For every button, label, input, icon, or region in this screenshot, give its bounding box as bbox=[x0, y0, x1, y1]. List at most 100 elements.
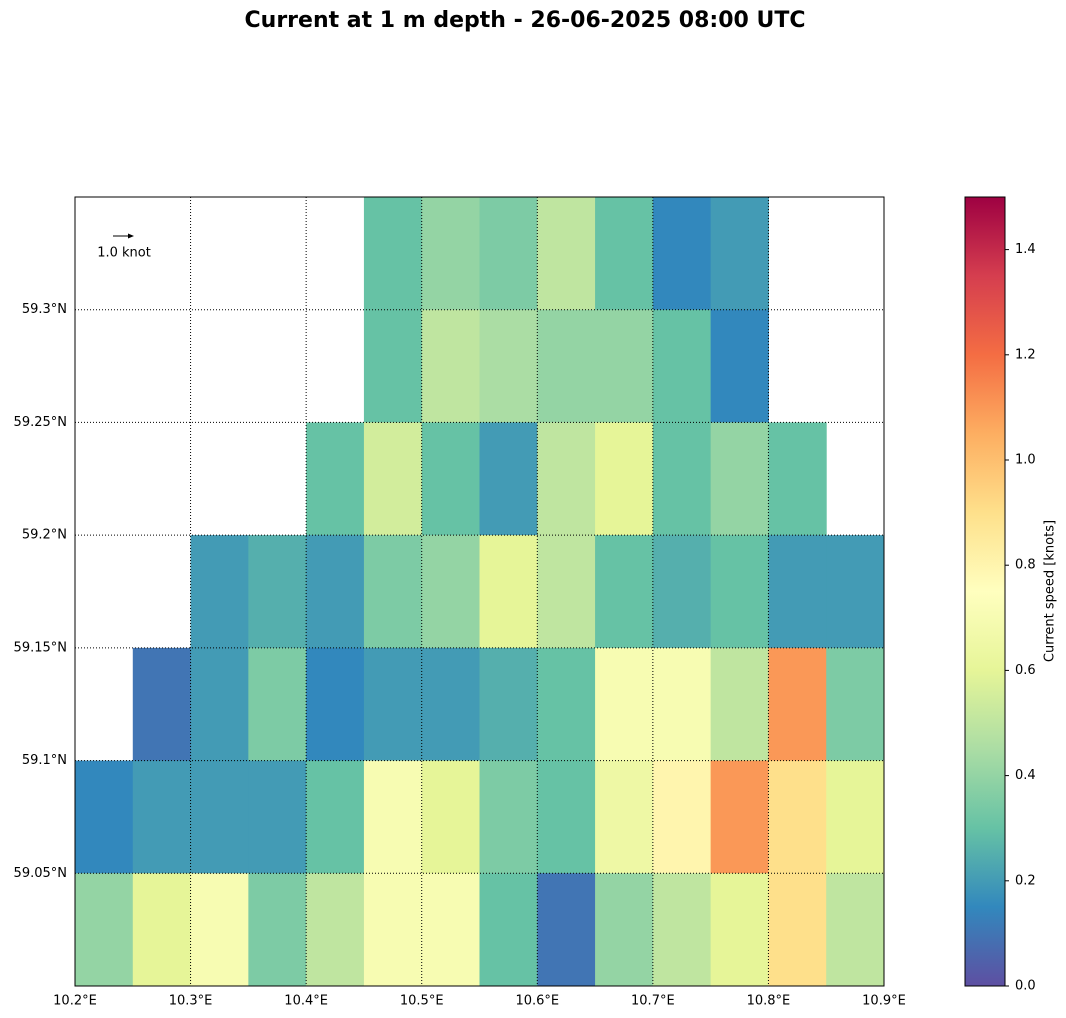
speed-cell bbox=[595, 873, 654, 987]
speed-cell bbox=[595, 647, 654, 762]
speed-cell bbox=[537, 535, 596, 649]
speed-cell bbox=[537, 197, 596, 311]
speed-cell bbox=[421, 309, 480, 423]
speed-cell bbox=[537, 309, 596, 423]
speed-cell bbox=[75, 873, 134, 987]
speed-cell bbox=[363, 873, 423, 987]
speed-cell bbox=[363, 422, 423, 536]
speed-cell bbox=[132, 647, 192, 762]
speed-cell bbox=[421, 535, 480, 649]
speed-cell bbox=[479, 309, 538, 423]
speed-cell bbox=[363, 647, 423, 762]
speed-cell bbox=[595, 760, 654, 874]
speed-cell bbox=[421, 197, 480, 311]
speed-cell bbox=[306, 760, 365, 874]
speed-cell bbox=[652, 422, 712, 536]
speed-cell bbox=[652, 760, 712, 874]
speed-cell bbox=[652, 647, 712, 762]
speed-cell bbox=[768, 647, 827, 762]
colorbar-tick-label: 1.0 bbox=[1015, 453, 1036, 468]
speed-cell bbox=[306, 647, 365, 762]
colorbar-tick-label: 0.4 bbox=[1015, 768, 1036, 783]
colorbar-tick-label: 0.8 bbox=[1015, 558, 1036, 573]
x-tick-label: 10.9°E bbox=[862, 994, 906, 1009]
speed-cell bbox=[190, 760, 249, 874]
x-tick-label: 10.3°E bbox=[169, 994, 213, 1009]
speed-cell bbox=[652, 197, 712, 311]
speed-cell bbox=[826, 873, 885, 987]
speed-cell bbox=[710, 309, 769, 423]
speed-cell bbox=[710, 760, 769, 874]
speed-cell bbox=[652, 873, 712, 987]
colorbar bbox=[964, 196, 1006, 987]
colorbar-tick-label: 1.4 bbox=[1015, 242, 1036, 257]
plot-frame bbox=[74, 196, 885, 987]
x-tick-label: 10.5°E bbox=[400, 994, 444, 1009]
speed-cell bbox=[768, 535, 827, 649]
colorbar-tick-label: 0.0 bbox=[1015, 979, 1036, 994]
speed-cell bbox=[363, 197, 423, 311]
speed-cell bbox=[537, 873, 596, 987]
x-tick-label: 10.8°E bbox=[747, 994, 791, 1009]
x-tick-label: 10.2°E bbox=[53, 994, 97, 1009]
speed-cell bbox=[190, 535, 249, 649]
speed-cell bbox=[248, 647, 307, 762]
speed-cell bbox=[132, 760, 192, 874]
colorbar-tick-label: 0.2 bbox=[1015, 873, 1036, 888]
quiver-key-label: 1.0 knot bbox=[97, 246, 151, 261]
speed-cell bbox=[190, 647, 249, 762]
speed-cell bbox=[479, 535, 538, 649]
y-tick-label: 59.25°N bbox=[14, 415, 67, 430]
speed-field bbox=[75, 197, 885, 987]
y-tick-label: 59.2°N bbox=[22, 528, 67, 543]
speed-cell bbox=[421, 760, 480, 874]
speed-cell bbox=[768, 873, 827, 987]
speed-cell bbox=[537, 647, 596, 762]
speed-cell bbox=[595, 535, 654, 649]
x-tick-label: 10.4°E bbox=[284, 994, 328, 1009]
speed-cell bbox=[248, 535, 307, 649]
speed-cell bbox=[710, 422, 769, 536]
x-tick-label: 10.7°E bbox=[631, 994, 675, 1009]
speed-cell bbox=[826, 760, 885, 874]
speed-cell bbox=[710, 535, 769, 649]
speed-cell bbox=[75, 760, 134, 874]
colorbar-label: Current speed [knots] bbox=[1043, 520, 1058, 662]
speed-cell bbox=[479, 422, 538, 536]
speed-cell bbox=[306, 873, 365, 987]
speed-cell bbox=[190, 873, 249, 987]
speed-cell bbox=[710, 647, 769, 762]
colorbar-tick-label: 1.2 bbox=[1015, 347, 1036, 362]
speed-cell bbox=[479, 197, 538, 311]
quiver-key-head bbox=[128, 233, 134, 239]
speed-cell bbox=[768, 760, 827, 874]
speed-cell bbox=[710, 197, 769, 311]
speed-cell bbox=[363, 760, 423, 874]
speed-cell bbox=[537, 760, 596, 874]
y-tick-label: 59.05°N bbox=[14, 866, 67, 881]
y-tick-label: 59.1°N bbox=[22, 753, 67, 768]
speed-cell bbox=[710, 873, 769, 987]
speed-cell bbox=[479, 873, 538, 987]
speed-cell bbox=[248, 760, 307, 874]
y-tick-label: 59.3°N bbox=[22, 302, 67, 317]
speed-cell bbox=[132, 873, 192, 987]
axes: 10.2°E 10.3°E 10.4°E 10.5°E 10.6°E 10.7°E 10.8… bbox=[14, 197, 906, 1009]
speed-cell bbox=[826, 535, 885, 649]
speed-cell bbox=[537, 422, 596, 536]
chart-title: Current at 1 m depth - 26-06-2025 08:00 … bbox=[245, 8, 806, 33]
speed-cell bbox=[421, 873, 480, 987]
speed-cell bbox=[479, 647, 538, 762]
speed-cell bbox=[479, 760, 538, 874]
speed-cell bbox=[421, 647, 480, 762]
speed-cell bbox=[595, 197, 654, 311]
speed-cell bbox=[768, 422, 827, 536]
x-tick-label: 10.6°E bbox=[515, 994, 559, 1009]
speed-cell bbox=[306, 422, 365, 536]
colorbar-tick-label: 0.6 bbox=[1015, 663, 1036, 678]
speed-cell bbox=[421, 422, 480, 536]
speed-cell bbox=[826, 647, 885, 762]
speed-cell bbox=[363, 309, 423, 423]
speed-cell bbox=[248, 873, 307, 987]
speed-cell bbox=[652, 535, 712, 649]
